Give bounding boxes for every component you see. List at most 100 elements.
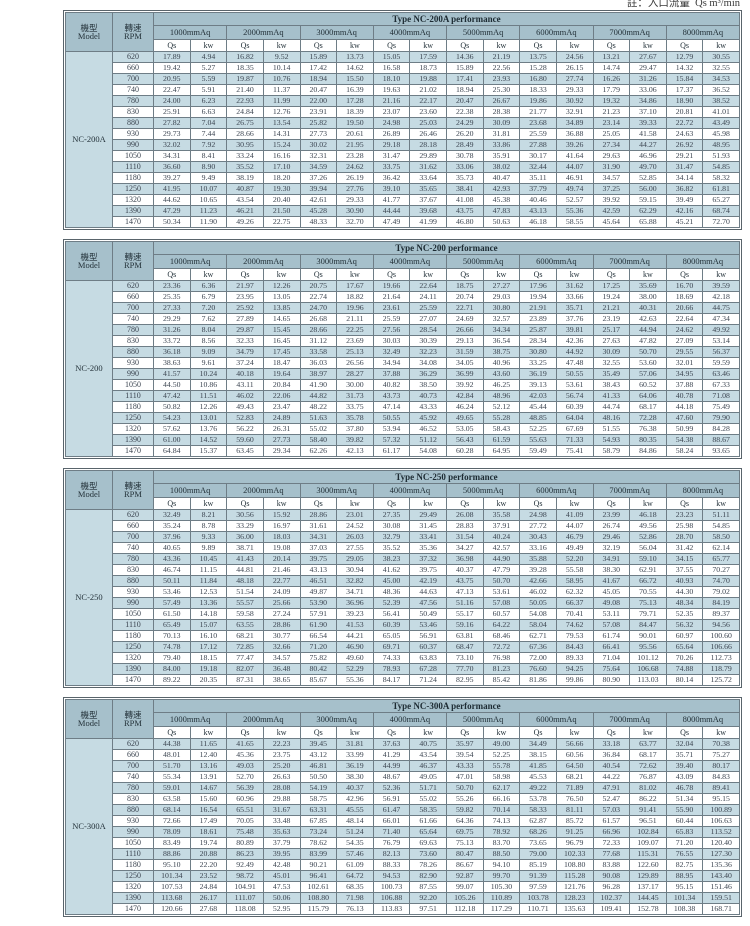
value-cell: 44.07 xyxy=(555,520,594,532)
value-cell: 71.40 xyxy=(372,826,411,838)
value-cell: 26.66 xyxy=(446,324,484,336)
power-subheader: kw xyxy=(555,497,594,510)
value-cell: 13.01 xyxy=(189,412,228,424)
value-cell: 15.84 xyxy=(665,73,704,85)
value-cell: 39.40 xyxy=(665,760,704,772)
rpm-cell: 1180 xyxy=(112,172,154,184)
value-cell: 16.80 xyxy=(519,73,557,85)
value-cell: 58.24 xyxy=(665,445,704,457)
data-row-rpm-830: 830 63.58 15.60 60.96 29.88 58.75 42.96 56.91 55… xyxy=(66,793,740,805)
value-cell: 21.64 xyxy=(372,291,411,303)
value-cell: 64.22 xyxy=(482,619,521,631)
value-cell: 80.90 xyxy=(592,674,631,686)
value-cell: 20.95 xyxy=(153,73,191,85)
value-cell: 24.52 xyxy=(336,520,374,532)
value-cell: 30.00 xyxy=(336,379,374,391)
value-cell: 4.94 xyxy=(189,51,228,63)
value-cell: 41.53 xyxy=(336,619,374,631)
value-cell: 34.95 xyxy=(665,368,704,380)
value-cell: 30.55 xyxy=(702,51,740,63)
value-cell: 35.91 xyxy=(482,150,521,162)
value-cell: 98.72 xyxy=(226,870,264,882)
value-cell: 48.14 xyxy=(336,815,374,827)
value-cell: 62.87 xyxy=(519,815,557,827)
value-cell: 21.40 xyxy=(226,84,264,96)
value-cell: 26.74 xyxy=(592,520,631,532)
value-cell: 71.89 xyxy=(555,782,594,794)
value-cell: 39.68 xyxy=(409,205,447,217)
value-cell: 31.90 xyxy=(592,161,631,173)
value-cell: 91.25 xyxy=(555,826,594,838)
value-cell: 99.86 xyxy=(555,674,594,686)
value-cell: 16.82 xyxy=(226,51,264,63)
value-cell: 34.05 xyxy=(446,357,484,369)
power-subheader: kw xyxy=(629,497,667,510)
value-cell: 16.45 xyxy=(262,335,301,347)
value-cell: 82.07 xyxy=(226,663,264,675)
value-cell: 89.41 xyxy=(702,782,740,794)
value-cell: 23.07 xyxy=(372,106,411,118)
value-cell: 58.33 xyxy=(519,804,557,816)
performance-table-nc-200: 機型 Model 轉速 RPM Type NC-200 performance 1000m… xyxy=(63,239,742,459)
value-cell: 43.13 xyxy=(519,205,557,217)
pressure-header: 7000mmAq xyxy=(592,254,667,269)
rpm-header-en: RPM xyxy=(124,489,142,499)
value-cell: 76.55 xyxy=(665,848,704,860)
value-cell: 35.97 xyxy=(446,738,484,750)
value-cell: 34.34 xyxy=(482,324,521,336)
data-row-rpm-700: 700 27.33 7.20 25.92 13.85 24.70 19.96 23.61 25.… xyxy=(66,302,740,314)
rpm-cell: 1180 xyxy=(112,859,154,871)
model-name-cell: NC-300A xyxy=(65,738,113,915)
value-cell: 26.08 xyxy=(446,509,484,521)
value-cell: 70.41 xyxy=(555,608,594,620)
value-cell: 43.75 xyxy=(446,205,484,217)
value-cell: 33.16 xyxy=(519,542,557,554)
value-cell: 12.26 xyxy=(189,401,228,413)
value-cell: 56.00 xyxy=(629,183,667,195)
value-cell: 61.59 xyxy=(482,434,521,446)
value-cell: 10.65 xyxy=(189,194,228,206)
value-cell: 36.52 xyxy=(702,84,740,96)
value-cell: 37.76 xyxy=(555,313,594,325)
value-cell: 36.82 xyxy=(665,183,704,195)
value-cell: 37.67 xyxy=(409,194,447,206)
value-cell: 46.25 xyxy=(482,379,521,391)
flow-subheader: Qs xyxy=(226,268,264,281)
value-cell: 56.41 xyxy=(372,608,411,620)
value-cell: 30.09 xyxy=(482,117,521,129)
value-cell: 72.66 xyxy=(153,815,191,827)
value-cell: 52.25 xyxy=(482,749,521,761)
value-cell: 36.29 xyxy=(409,368,447,380)
value-cell: 26.75 xyxy=(226,117,264,129)
flow-subheader: Qs xyxy=(519,268,557,281)
value-cell: 47.14 xyxy=(372,401,411,413)
value-cell: 28.08 xyxy=(262,782,301,794)
data-row-rpm-1320: 1320 44.62 10.65 43.54 20.40 42.61 29.33 41.77 3… xyxy=(66,194,740,206)
value-cell: 33.06 xyxy=(446,161,484,173)
value-cell: 37.88 xyxy=(665,379,704,391)
value-cell: 25.66 xyxy=(262,597,301,609)
data-row-rpm-1470: 1470 120.66 27.68 118.08 52.95 115.79 76.13 113… xyxy=(66,903,740,915)
value-cell: 58.75 xyxy=(299,793,338,805)
model-header-zh: 機型 xyxy=(80,709,98,720)
value-cell: 27.73 xyxy=(299,128,338,140)
value-cell: 120.66 xyxy=(153,903,191,915)
value-cell: 53.94 xyxy=(372,423,411,435)
value-cell: 41.90 xyxy=(299,379,338,391)
value-cell: 97.51 xyxy=(409,903,447,915)
value-cell: 17.10 xyxy=(262,161,301,173)
value-cell: 43.09 xyxy=(665,771,704,783)
value-cell: 24.09 xyxy=(262,586,301,598)
value-cell: 14.62 xyxy=(336,62,374,74)
value-cell: 78.92 xyxy=(482,826,521,838)
value-cell: 26.20 xyxy=(446,128,484,140)
value-cell: 53.46 xyxy=(153,586,191,598)
rpm-header-zh: 轉速 xyxy=(124,22,142,33)
value-cell: 49.92 xyxy=(702,324,740,336)
model-header-zh: 機型 xyxy=(80,480,98,491)
value-cell: 20.47 xyxy=(299,84,338,96)
data-row-rpm-740: 740 40.65 9.89 38.71 19.08 37.03 27.55 35.52 35.… xyxy=(66,542,740,554)
value-cell: 13.91 xyxy=(189,771,228,783)
value-cell: 55.78 xyxy=(482,760,521,772)
value-cell: 49.56 xyxy=(629,520,667,532)
